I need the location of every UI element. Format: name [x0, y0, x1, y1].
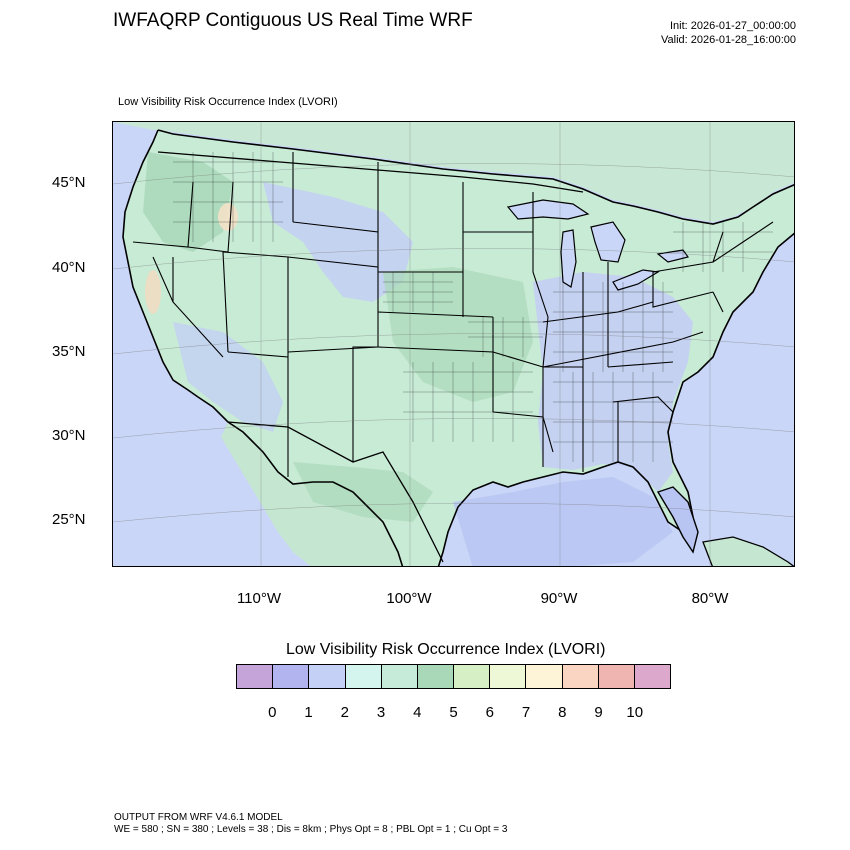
- legend-swatch-2: [309, 665, 346, 688]
- legend-tick-0: 0: [268, 704, 277, 721]
- legend-swatch-11: [634, 665, 671, 688]
- legend-tick-6: 6: [485, 704, 494, 721]
- lon-label-90w: 90°W: [540, 590, 578, 607]
- legend-title: Low Visibility Risk Occurrence Index (LV…: [286, 641, 606, 658]
- lon-label-100w: 100°W: [386, 590, 432, 607]
- county-lines: [173, 152, 773, 462]
- main-title: IWFAQRP Contiguous US Real Time WRF: [113, 10, 473, 31]
- legend-swatch-4: [381, 665, 418, 688]
- legend-tick-2: 2: [340, 704, 349, 721]
- high-risk-patch-northwest: [218, 203, 238, 231]
- legend-tick-8: 8: [558, 704, 567, 721]
- legend-swatch-3: [345, 665, 382, 688]
- footer-config-line: WE = 580 ; SN = 380 ; Levels = 38 ; Dis …: [114, 824, 508, 835]
- us-coastline: [122, 129, 794, 566]
- canada-border: [157, 151, 584, 193]
- legend-swatch-9: [562, 665, 599, 688]
- legend-swatch-7: [490, 665, 527, 688]
- legend-tick-4: 4: [413, 704, 422, 721]
- lat-label-40n: 40°N: [52, 259, 86, 276]
- init-time: Init: 2026-01-27_00:00:00: [670, 20, 796, 32]
- low-risk-zone-gulf: [453, 477, 673, 566]
- legend-swatch-5: [417, 665, 455, 688]
- legend-swatch-6: [454, 665, 491, 688]
- legend-swatch-1: [273, 665, 310, 688]
- mexico-border: [227, 421, 444, 563]
- lat-label-35n: 35°N: [52, 343, 86, 360]
- graticule: [113, 122, 794, 566]
- lat-label-25n: 25°N: [52, 511, 86, 528]
- low-risk-zone-southwest: [173, 322, 283, 432]
- moderate-risk-patch-california: [145, 270, 161, 314]
- legend-swatch-8: [526, 665, 563, 688]
- legend-tick-9: 9: [594, 704, 603, 721]
- us-map: [113, 122, 794, 566]
- florida-peninsula: [656, 486, 699, 554]
- lake-erie: [612, 269, 660, 291]
- lat-label-30n: 30°N: [52, 427, 86, 444]
- low-risk-zone-rockies: [263, 182, 413, 302]
- valid-time: Valid: 2026-01-28_16:00:00: [661, 34, 796, 46]
- lake-michigan: [560, 229, 577, 288]
- map-subtitle: Low Visibility Risk Occurrence Index (LV…: [118, 96, 338, 108]
- legend-colorbar: [236, 664, 671, 689]
- legend-tick-5: 5: [449, 704, 458, 721]
- lat-label-45n: 45°N: [52, 174, 86, 191]
- legend-tick-1: 1: [304, 704, 313, 721]
- legend-tick-10: 10: [626, 704, 644, 721]
- lake-superior: [506, 199, 590, 220]
- map-panel: [112, 121, 795, 567]
- canada-land: [113, 122, 794, 222]
- legend-swatch-0: [237, 665, 274, 688]
- high-risk-zone-plains: [383, 267, 533, 402]
- legend-swatch-10: [598, 665, 635, 688]
- lon-label-80w: 80°W: [691, 590, 729, 607]
- cuba-land: [702, 536, 794, 566]
- legend-tick-7: 7: [521, 704, 531, 721]
- lake-huron: [590, 221, 626, 263]
- lon-label-110w: 110°W: [236, 590, 282, 607]
- legend-tick-3: 3: [376, 704, 386, 721]
- footer-model-line: OUTPUT FROM WRF V4.6.1 MODEL: [114, 812, 283, 823]
